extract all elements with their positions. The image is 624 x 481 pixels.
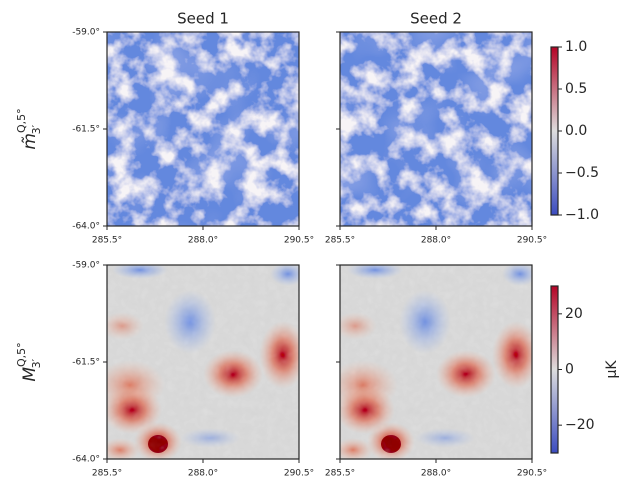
x-tick-label: 290.5° <box>284 469 314 479</box>
panel-title: Seed 1 <box>177 10 229 28</box>
colorbar-tick-label: −1.0 <box>565 207 599 223</box>
heatmap-image <box>340 265 532 459</box>
colorbar-tick-label: 0.5 <box>565 81 587 97</box>
x-tick-label: 288.0° <box>188 236 218 246</box>
row-label: MQ,5° 3′ <box>15 342 43 381</box>
colorbar-tick-label: −0.5 <box>565 165 599 181</box>
colorbar-tick-label: 0.0 <box>565 123 587 139</box>
row-label-sup: Q,5° <box>15 108 28 133</box>
row-label-base: M <box>20 367 40 382</box>
x-tick-label: 290.5° <box>517 236 547 246</box>
heatmap-image <box>107 265 299 459</box>
x-tick-label: 285.5° <box>325 236 355 246</box>
row-label-sub: 3′ <box>30 124 43 134</box>
row-label: m̃Q,5° 3′ <box>15 108 43 149</box>
x-tick-label: 288.0° <box>188 469 218 479</box>
colorbar-label: μK <box>604 360 620 379</box>
x-tick-label: 288.0° <box>421 469 451 479</box>
colorbar-tick-label: 0 <box>565 362 574 378</box>
heatmap-image <box>107 32 299 226</box>
colorbar-tick-label: 1.0 <box>565 39 587 55</box>
y-tick-label: -64.0° <box>72 222 100 232</box>
colorbar-tick-label: 20 <box>565 306 583 322</box>
y-tick-label: -59.0° <box>72 261 100 271</box>
x-tick-label: 285.5° <box>325 469 355 479</box>
colorbar-tick-label: −20 <box>565 417 595 433</box>
row-label-sub: 3′ <box>30 358 43 368</box>
x-tick-label: 290.5° <box>517 469 547 479</box>
panel-title: Seed 2 <box>410 10 462 28</box>
y-tick-label: -61.5° <box>72 358 100 368</box>
y-tick-label: -64.0° <box>72 455 100 465</box>
x-tick-label: 285.5° <box>92 236 122 246</box>
row-label-base: m̃ <box>20 133 40 150</box>
y-tick-label: -59.0° <box>72 28 100 38</box>
colorbar <box>550 46 559 216</box>
colorbar <box>550 285 559 454</box>
y-tick-label: -61.5° <box>72 125 100 135</box>
x-tick-label: 290.5° <box>284 236 314 246</box>
x-tick-label: 288.0° <box>421 236 451 246</box>
heatmap-image <box>340 32 532 226</box>
x-tick-label: 285.5° <box>92 469 122 479</box>
row-label-sup: Q,5° <box>15 342 28 367</box>
